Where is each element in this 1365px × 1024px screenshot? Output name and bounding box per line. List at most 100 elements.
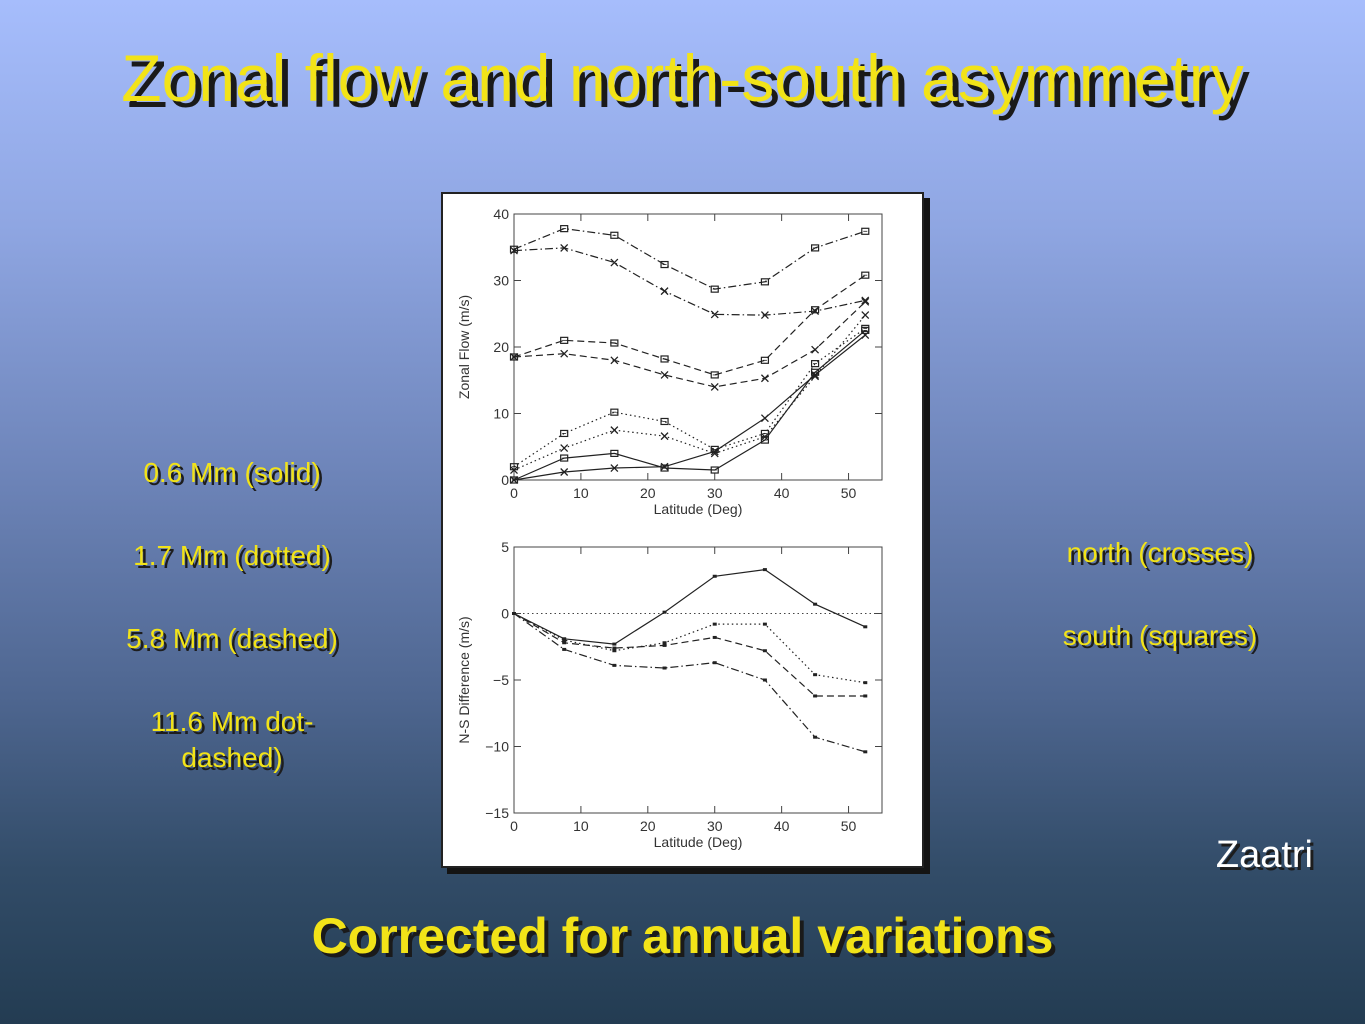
data-point-square <box>610 231 619 239</box>
series-1-7-Mm-south <box>509 324 870 471</box>
data-point <box>662 610 667 614</box>
data-point <box>612 663 617 667</box>
y-tick-label: 40 <box>493 206 509 222</box>
x-tick-label: 40 <box>774 818 790 834</box>
chart-figure: 0 10 20 30 40 50 0 10 20 30 40 Latitude (Deg) Zonal … <box>441 192 924 868</box>
data-point <box>863 694 868 698</box>
series-5-8-Mm-north-line <box>513 301 866 388</box>
plot-panel-1: 0 10 20 30 40 50 0 10 20 30 40 Latitude (Deg) Zonal … <box>456 206 883 517</box>
data-point <box>762 649 767 653</box>
x-tick-label: 20 <box>640 818 656 834</box>
data-point-cross <box>811 307 820 316</box>
y-tick-label: −10 <box>485 739 509 755</box>
series-0-6-Mm-south-line <box>513 329 866 481</box>
slide-title: Zonal flow and north-south asymmetry <box>121 41 1244 115</box>
x-tick-label: 30 <box>707 818 723 834</box>
data-point-square <box>810 360 820 368</box>
data-point-square <box>760 429 770 438</box>
series-5-8-Mm <box>512 612 868 698</box>
data-point-cross <box>710 310 719 319</box>
plot-frame <box>513 546 883 814</box>
data-point <box>762 568 767 572</box>
hemisphere-legend: north (crosses) south (squares) <box>1010 535 1310 701</box>
series-11-6-Mm-south-line <box>513 227 866 290</box>
data-point-square <box>810 368 820 376</box>
data-point-square <box>861 227 870 235</box>
series-1-7-Mm-north <box>510 311 870 474</box>
depth-legend: 0.6 Mm (solid) 1.7 Mm (dotted) 5.8 Mm (d… <box>82 455 382 823</box>
data-point <box>562 641 567 645</box>
data-point-square <box>810 306 820 314</box>
data-point <box>762 622 767 626</box>
data-point-cross <box>811 345 820 354</box>
data-point <box>813 694 818 698</box>
data-point-square <box>660 355 669 363</box>
data-point-cross <box>660 432 669 441</box>
data-point-square <box>810 244 820 252</box>
data-point-cross <box>560 468 569 476</box>
hemisphere-legend-south: south (squares) <box>1062 620 1258 651</box>
series-1-7-Mm-line <box>513 612 866 684</box>
data-point-square <box>509 245 519 253</box>
y-axis-label: N-S Difference (m/s) <box>456 616 472 743</box>
y-axis-label: Zonal Flow (m/s) <box>456 295 472 399</box>
x-tick-label: 0 <box>510 818 518 834</box>
data-point-square <box>861 324 870 332</box>
x-tick-label: 50 <box>841 818 857 834</box>
y-tick-label: 30 <box>493 273 509 289</box>
series-5-8-Mm-line <box>513 612 866 697</box>
data-point <box>813 735 818 739</box>
x-tick-label: 20 <box>640 485 656 501</box>
y-tick-label: 10 <box>493 406 509 422</box>
data-point <box>712 635 717 639</box>
series-0-6-Mm-north <box>510 331 870 484</box>
data-point <box>712 661 717 665</box>
plot-frame <box>513 213 883 481</box>
data-point-cross <box>660 462 669 471</box>
data-point-square <box>760 356 770 364</box>
data-point <box>863 681 868 685</box>
data-point-square <box>560 225 569 233</box>
series-1-7-Mm-north-line <box>513 314 866 471</box>
series-0-6-Mm-line <box>513 568 866 645</box>
series-11-6-Mm-north-line <box>513 247 866 316</box>
data-point-square <box>610 449 619 457</box>
data-point-cross <box>560 444 569 453</box>
y-tick-label: 20 <box>493 339 509 355</box>
depth-legend-dashed: 5.8 Mm (dashed) <box>126 623 338 654</box>
data-point-cross <box>861 297 870 306</box>
data-point-cross <box>560 243 569 252</box>
data-point <box>863 750 868 754</box>
data-point <box>813 673 818 677</box>
data-point-square <box>710 466 719 474</box>
data-point-square <box>509 353 519 361</box>
data-point-cross <box>760 374 769 383</box>
depth-legend-dotdashed: 11.6 Mm dot-dashed) <box>150 706 314 773</box>
data-point-square <box>710 285 719 293</box>
data-point-square <box>710 371 719 379</box>
x-tick-label: 0 <box>510 485 518 501</box>
data-point-square <box>509 476 519 484</box>
plot-panel-2: 0 10 20 30 40 50 −15 −10 −5 0 5 Latitude (Deg) N-S D… <box>456 539 883 850</box>
data-point-cross <box>760 311 769 320</box>
data-point <box>612 642 617 646</box>
data-point-square <box>760 278 770 286</box>
y-tick-label: 0 <box>501 606 509 622</box>
data-point-cross <box>660 287 669 296</box>
data-point-cross <box>811 372 820 381</box>
data-point-square <box>861 271 870 279</box>
series-5-8-Mm-north <box>510 297 870 391</box>
hemisphere-legend-north: north (crosses) <box>1066 537 1254 568</box>
data-point-cross <box>760 414 769 423</box>
data-point <box>762 678 767 682</box>
data-point-cross <box>610 356 619 365</box>
x-tick-label: 10 <box>573 485 589 501</box>
author-credit: Zaatri <box>1215 834 1313 876</box>
data-point <box>562 647 567 651</box>
data-point <box>813 602 818 606</box>
data-point-square <box>710 445 719 454</box>
series-11-6-Mm-north <box>510 243 870 320</box>
data-point-cross <box>861 311 870 320</box>
data-point-cross <box>610 464 619 472</box>
